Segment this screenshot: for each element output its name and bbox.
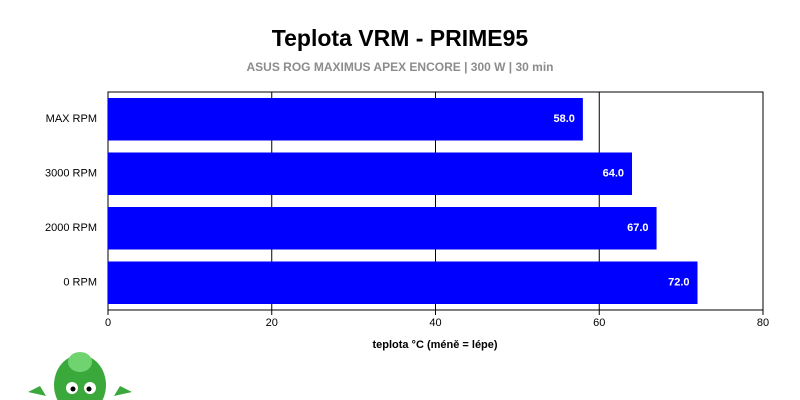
x-tick-label: 60 [593,317,605,329]
x-tick-label: 80 [757,317,769,329]
bar [108,206,657,250]
bar [108,97,583,141]
chart-subtitle: ASUS ROG MAXIMUS APEX ENCORE | 300 W | 3… [247,60,554,74]
x-axis-label: teplota °C (méně = lépe) [372,339,497,351]
value-label: 72.0 [668,277,689,289]
bar [108,152,632,196]
mascot [28,352,132,400]
value-label: 58.0 [553,113,574,125]
chart-title: Teplota VRM - PRIME95 [272,25,529,51]
value-label: 67.0 [627,222,648,234]
x-tick-label: 40 [429,317,441,329]
y-tick-label: MAX RPM [46,113,97,125]
y-tick-label: 3000 RPM [45,168,97,180]
x-tick-label: 0 [105,317,111,329]
x-tick-label: 20 [266,317,278,329]
bar [108,261,698,305]
y-tick-label: 2000 RPM [45,222,97,234]
value-label: 64.0 [603,168,624,180]
y-tick-label: 0 RPM [63,277,97,289]
